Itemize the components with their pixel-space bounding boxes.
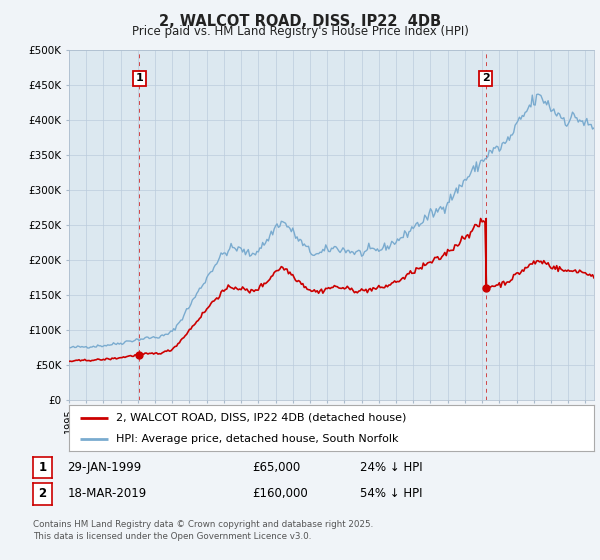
Text: 2, WALCOT ROAD, DISS, IP22 4DB (detached house): 2, WALCOT ROAD, DISS, IP22 4DB (detached… (116, 413, 407, 423)
Text: 1: 1 (38, 461, 47, 474)
Text: 2: 2 (482, 73, 490, 83)
Text: £65,000: £65,000 (252, 461, 300, 474)
Text: 24% ↓ HPI: 24% ↓ HPI (360, 461, 422, 474)
Text: 54% ↓ HPI: 54% ↓ HPI (360, 487, 422, 501)
Text: 18-MAR-2019: 18-MAR-2019 (67, 487, 146, 501)
Text: Contains HM Land Registry data © Crown copyright and database right 2025.
This d: Contains HM Land Registry data © Crown c… (33, 520, 373, 541)
Text: Price paid vs. HM Land Registry's House Price Index (HPI): Price paid vs. HM Land Registry's House … (131, 25, 469, 38)
Text: HPI: Average price, detached house, South Norfolk: HPI: Average price, detached house, Sout… (116, 435, 399, 444)
Text: 2, WALCOT ROAD, DISS, IP22  4DB: 2, WALCOT ROAD, DISS, IP22 4DB (159, 14, 441, 29)
Text: £160,000: £160,000 (252, 487, 308, 501)
Text: 2: 2 (38, 487, 47, 501)
Text: 29-JAN-1999: 29-JAN-1999 (67, 461, 142, 474)
Text: 1: 1 (136, 73, 143, 83)
